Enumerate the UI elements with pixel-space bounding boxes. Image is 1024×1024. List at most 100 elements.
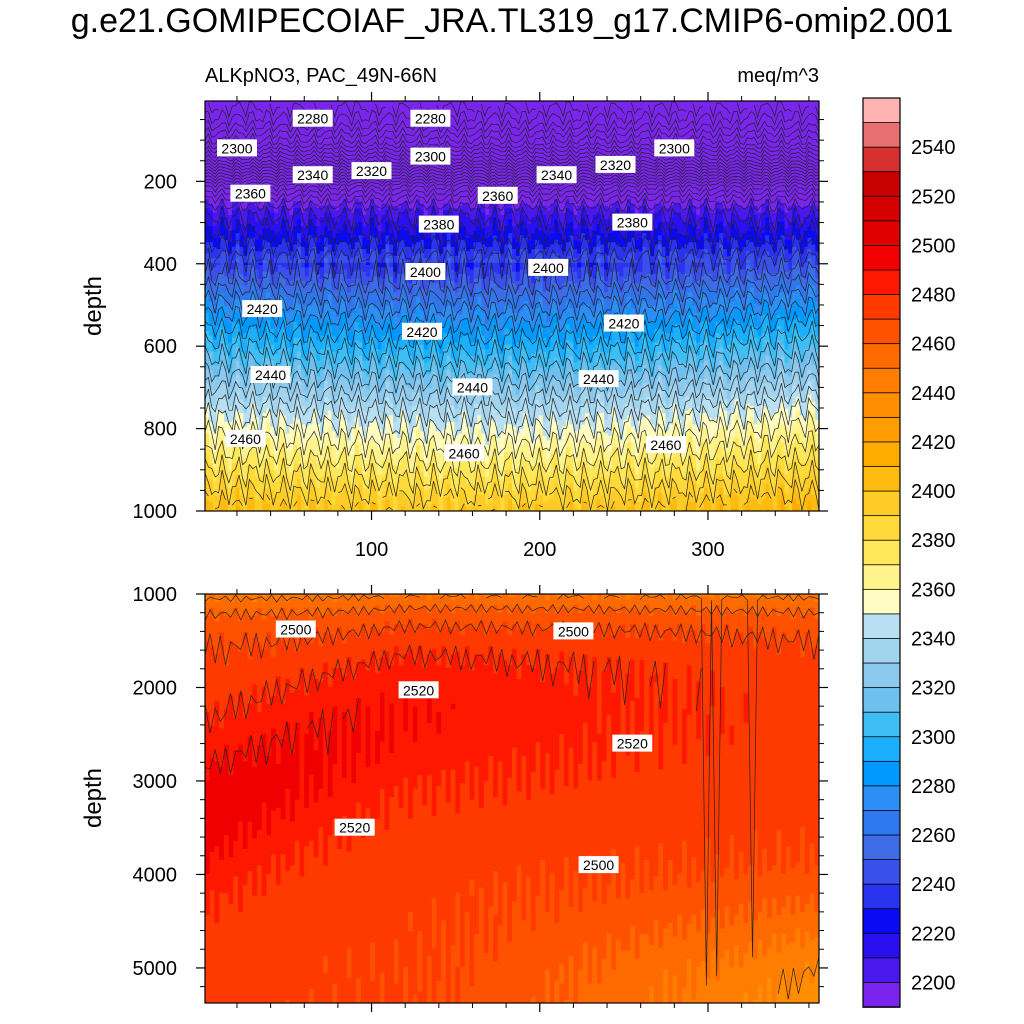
- lower-contour-label-text: 2520: [617, 736, 648, 752]
- colorbar-label: 2520: [911, 186, 956, 208]
- lower-contour-label: 2500: [275, 620, 316, 638]
- upper-contour-label: 2460: [225, 429, 266, 447]
- colorbar-label: 2260: [911, 825, 956, 847]
- colorbar-label: 2360: [911, 579, 956, 601]
- colorbar-swatch: [862, 859, 901, 885]
- colorbar-swatch: [862, 146, 901, 173]
- colorbar-swatch: [862, 466, 901, 492]
- upper-contour-label: 2400: [528, 258, 569, 276]
- upper-xtick-label: 100: [355, 539, 388, 561]
- colorbar-swatch: [862, 957, 901, 984]
- upper-contour-label-text: 2300: [415, 149, 446, 165]
- lower-ytick-label: 2000: [133, 677, 178, 699]
- upper-contour-label-text: 2440: [457, 379, 488, 395]
- upper-contour-label: 2440: [578, 370, 619, 388]
- upper-contour-label-text: 2360: [482, 188, 513, 204]
- upper-contour-label-text: 2340: [541, 167, 572, 183]
- upper-panel-ticks: 100 200 300 200 400 600 800 1000: [133, 92, 828, 561]
- upper-contour-label-text: 2380: [423, 217, 454, 233]
- colorbar-label: 2480: [911, 285, 956, 307]
- upper-xtick-label: 200: [523, 539, 556, 561]
- colorbar-swatch: [862, 662, 901, 689]
- colorbar-swatch: [862, 982, 901, 1008]
- upper-units-title: meq/m^3: [737, 65, 819, 87]
- lower-contour-label: 2500: [578, 856, 619, 874]
- upper-contour-label: 2420: [402, 322, 442, 340]
- upper-contour-label-text: 2380: [617, 215, 648, 231]
- upper-contour-label: 2420: [603, 314, 644, 332]
- upper-contour-label-text: 2460: [650, 437, 681, 453]
- colorbar-swatch: [862, 416, 901, 443]
- upper-contour-label: 2280: [292, 109, 333, 127]
- colorbar-swatch: [862, 613, 901, 640]
- colorbar-swatch: [862, 638, 901, 664]
- upper-ytick-label: 400: [144, 254, 177, 276]
- lower-ytick-label: 5000: [133, 958, 178, 980]
- lower-contour-label: 2520: [398, 681, 439, 699]
- upper-ytick-label: 1000: [133, 501, 178, 523]
- colorbar-swatch: [862, 97, 901, 124]
- colorbar-swatch: [862, 760, 901, 787]
- colorbar-swatch: [862, 367, 901, 394]
- upper-contour-label: 2440: [452, 378, 493, 396]
- colorbar-swatch: [862, 318, 901, 345]
- upper-contour-label-text: 2460: [230, 431, 261, 447]
- colorbar-swatch: [862, 343, 901, 370]
- colorbar-swatch: [862, 441, 901, 468]
- upper-contour-label: 2460: [444, 444, 485, 462]
- upper-contour-label-text: 2320: [356, 163, 387, 179]
- lower-panel-frame: [204, 593, 820, 1004]
- lower-panel-fill: [205, 594, 819, 1003]
- upper-contour-label-text: 2420: [608, 316, 639, 332]
- upper-contour-label-text: 2400: [533, 260, 564, 276]
- lower-contour-label-text: 2500: [280, 622, 311, 638]
- lower-contour-label: 2520: [334, 818, 375, 836]
- colorbar-swatch: [862, 883, 901, 910]
- upper-contour-label: 2300: [410, 147, 451, 165]
- upper-ytick-label: 600: [144, 336, 177, 358]
- colorbar-swatch: [862, 687, 901, 713]
- upper-contour-label-text: 2280: [297, 111, 328, 127]
- colorbar-swatch: [862, 711, 901, 738]
- colorbar-swatch: [862, 195, 901, 222]
- upper-contour-label: 2340: [536, 166, 577, 184]
- upper-contour-label: 2360: [230, 184, 271, 202]
- lower-contour-label-text: 2520: [403, 682, 434, 698]
- colorbar-label: 2320: [911, 678, 956, 700]
- lower-panel-contour-labels: 2500 2500 2520 2520 2520 2500: [275, 620, 653, 874]
- upper-contour-label-text: 2280: [415, 111, 446, 127]
- upper-contour-label: 2300: [217, 139, 257, 157]
- upper-contour-label-text: 2340: [297, 167, 328, 183]
- upper-ytick-label: 800: [144, 419, 177, 441]
- upper-contour-label: 2460: [645, 436, 686, 454]
- upper-contour-label-text: 2360: [235, 186, 266, 202]
- upper-contour-label: 2320: [595, 155, 636, 173]
- colorbar-label: 2300: [911, 727, 956, 749]
- upper-ylabel: depth: [80, 276, 107, 336]
- figure-title: g.e21.GOMIPECOIAF_JRA.TL319_g17.CMIP6-om…: [70, 2, 954, 40]
- colorbar-swatch: [862, 515, 901, 542]
- colorbar-label: 2280: [911, 776, 956, 798]
- lower-contour-label: 2500: [553, 622, 594, 640]
- upper-contour-label-text: 2440: [255, 367, 286, 383]
- colorbar-swatch: [862, 539, 901, 566]
- colorbar-swatch: [862, 736, 901, 763]
- colorbar-label: 2440: [911, 383, 956, 405]
- colorbar-swatch: [862, 932, 901, 959]
- lower-contour-label: 2520: [612, 734, 653, 752]
- colorbar-swatch: [862, 564, 901, 591]
- upper-ytick-label: 200: [144, 171, 177, 193]
- colorbar-label: 2400: [911, 481, 956, 503]
- colorbar-swatch: [862, 122, 901, 148]
- lower-contour-label-text: 2500: [558, 623, 589, 639]
- upper-contour-label-text: 2440: [583, 371, 614, 387]
- colorbar: 2540 2520 2500 2480 2460 2440 2420 2400 2380 2360…: [862, 97, 956, 1008]
- upper-panel-contour-labels: 2280 2280 2300 2300 2300 2320 2320 2340 2340 2360…: [217, 109, 695, 462]
- colorbar-label: 2240: [911, 874, 956, 896]
- lower-ytick-label: 4000: [133, 864, 178, 886]
- colorbar-swatch: [862, 908, 901, 935]
- lower-panel-contours: [205, 594, 819, 1000]
- upper-contour-label-text: 2300: [221, 140, 252, 156]
- upper-left-title: ALKpNO3, PAC_49N-66N: [205, 65, 437, 87]
